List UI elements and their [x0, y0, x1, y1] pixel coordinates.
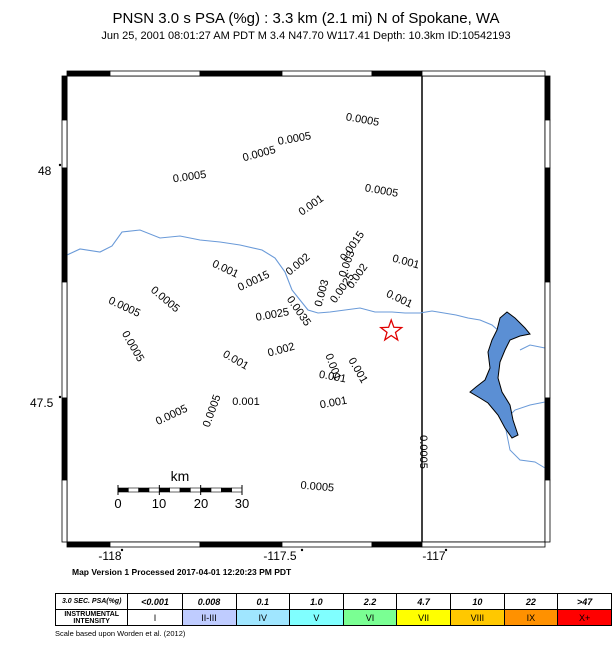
degree-mark	[58, 163, 62, 167]
degree-mark	[300, 548, 304, 552]
frame-tick	[199, 541, 283, 548]
scale-bar-segment	[128, 487, 139, 493]
scale-tick-0: 0	[114, 496, 121, 511]
frame-tick	[281, 541, 373, 548]
scale-bar-segment	[138, 487, 150, 493]
frame-tick	[61, 167, 68, 283]
intensity-value: VIII	[450, 609, 505, 626]
frame-tick	[544, 397, 551, 481]
degree-mark	[120, 548, 124, 552]
intensity-value: IV	[235, 609, 291, 626]
lat-label-47-5: 47.5	[30, 396, 54, 410]
frame-tick	[544, 75, 551, 121]
frame-ticks	[61, 70, 551, 548]
frame-tick	[109, 541, 201, 548]
psa-value: 0.1	[235, 593, 291, 610]
contour-label: 0.0005	[345, 111, 380, 129]
river-east	[519, 344, 546, 351]
frame-tick	[371, 541, 423, 548]
psa-row: 3.0 SEC. PSA(%g) <0.001 0.008 0.1 1.0 2.…	[54, 593, 612, 610]
frame-tick	[66, 541, 111, 548]
contour-label: 0.0005	[417, 435, 429, 469]
scale-bar-segment	[221, 487, 232, 493]
scale-bar-segment	[169, 487, 181, 493]
event-details: Jun 25, 2001 08:01:27 AM PDT M 3.4 N47.7…	[101, 30, 511, 42]
scale-bar-segment	[117, 487, 129, 493]
psa-value: 10	[450, 593, 505, 610]
intensity-value: VI	[342, 609, 398, 626]
frame-tick	[544, 281, 551, 399]
scale-tick-30: 30	[235, 496, 249, 511]
lon-label-117: -117	[422, 549, 445, 563]
lake	[469, 311, 531, 439]
frame-tick	[61, 75, 68, 121]
intensity-value: II-III	[181, 609, 237, 626]
intensity-value: IX	[503, 609, 559, 626]
contour-label: 0.001	[318, 369, 347, 386]
map-frame	[66, 75, 546, 543]
map-version: Map Version 1 Processed 2017-04-01 12:20…	[72, 567, 292, 577]
intensity-scale-legend: 3.0 SEC. PSA(%g) <0.001 0.008 0.1 1.0 2.…	[54, 593, 612, 626]
frame-tick	[421, 541, 546, 548]
scale-bar-segment	[148, 487, 160, 493]
scale-bar-segment	[231, 487, 243, 493]
frame-tick	[281, 70, 373, 77]
frame-tick	[371, 70, 423, 77]
intensity-value: X+	[557, 609, 612, 626]
lat-label-48: 48	[38, 164, 52, 178]
contour-label: 0.0005	[300, 480, 335, 495]
frame-tick	[544, 479, 551, 543]
lon-label-118: -118	[98, 549, 121, 563]
frame-tick	[199, 70, 283, 77]
contour-label: 0.001	[232, 396, 260, 408]
psa-row-header: 3.0 SEC. PSA(%g)	[54, 593, 129, 610]
intensity-value: VII	[396, 609, 451, 626]
contour-label: 0.0025	[255, 306, 290, 324]
degree-mark	[58, 395, 62, 399]
contour-label: 0.0005	[364, 182, 399, 200]
scale-bar-segment	[210, 487, 222, 493]
intensity-row: INSTRUMENTAL INTENSITY I II-III IV V VI …	[54, 609, 612, 626]
contour-label: 0.001	[319, 395, 348, 412]
intensity-value: V	[289, 609, 344, 626]
epicenter-star-icon	[378, 318, 404, 342]
river	[66, 229, 501, 333]
scale-tick-10: 10	[152, 496, 166, 511]
scale-tick-20: 20	[194, 496, 208, 511]
frame-tick	[66, 70, 111, 77]
frame-tick	[61, 397, 68, 481]
scale-bar	[117, 485, 243, 495]
frame-tick	[421, 70, 546, 77]
psa-value: >47	[557, 593, 612, 610]
frame-tick	[61, 479, 68, 543]
frame-tick	[109, 70, 201, 77]
scale-bar-segment	[179, 487, 191, 493]
intensity-row-header: INSTRUMENTAL INTENSITY	[54, 609, 129, 626]
psa-value: 0.008	[181, 593, 237, 610]
lon-label-117-5: -117.5	[263, 549, 296, 563]
frame-tick	[61, 119, 68, 169]
scale-bar-segment	[190, 487, 201, 493]
degree-mark	[444, 548, 448, 552]
frame-tick	[544, 119, 551, 169]
psa-value: <0.001	[127, 593, 183, 610]
contour-label: 0.0005	[172, 169, 207, 186]
scale-bar-segment	[159, 487, 170, 493]
scale-bar-segment	[200, 487, 212, 493]
frame-tick	[544, 167, 551, 283]
scale-credit: Scale based upon Worden et al. (2012)	[55, 629, 186, 638]
intensity-value: I	[127, 609, 183, 626]
psa-value: 1.0	[289, 593, 344, 610]
psa-value: 4.7	[396, 593, 451, 610]
contour-label: 0.0005	[277, 130, 312, 148]
psa-value: 22	[503, 593, 559, 610]
frame-tick	[61, 281, 68, 399]
map-title: PNSN 3.0 s PSA (%g) : 3.3 km (2.1 mi) N …	[112, 10, 500, 27]
psa-value: 2.2	[342, 593, 398, 610]
scale-bar-unit: km	[171, 468, 190, 484]
contour-labels: 0.0005 0.0005 0.0005 0.0005 0.0005 0.001 0.001…	[106, 111, 429, 494]
